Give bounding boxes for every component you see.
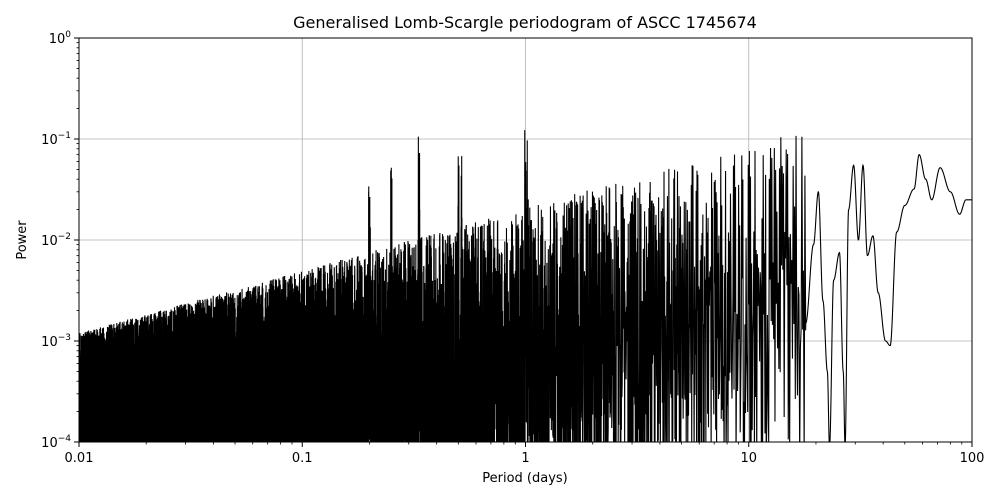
y-axis-ticks: 10−4 10−3 10−2 10−1 100	[41, 30, 79, 451]
y-tick-label: 100	[49, 30, 72, 47]
x-tick-label: 10	[740, 451, 757, 466]
x-axis-label: Period (days)	[482, 471, 568, 486]
x-tick-label: 1	[521, 451, 529, 466]
y-tick-label: 10−1	[41, 131, 71, 148]
x-axis-ticks: 0.01 0.1 1 10 100	[65, 442, 985, 466]
x-tick-label: 100	[960, 451, 985, 466]
chart-title: Generalised Lomb-Scargle periodogram of …	[293, 13, 757, 32]
y-tick-label: 10−2	[41, 232, 71, 249]
y-axis-label: Power	[15, 220, 30, 260]
y-tick-label: 10−4	[41, 434, 71, 451]
x-tick-label: 0.01	[65, 451, 94, 466]
y-tick-label: 10−3	[41, 333, 71, 350]
periodogram-line	[79, 130, 972, 442]
x-tick-label: 0.1	[292, 451, 313, 466]
data-series	[79, 130, 972, 442]
